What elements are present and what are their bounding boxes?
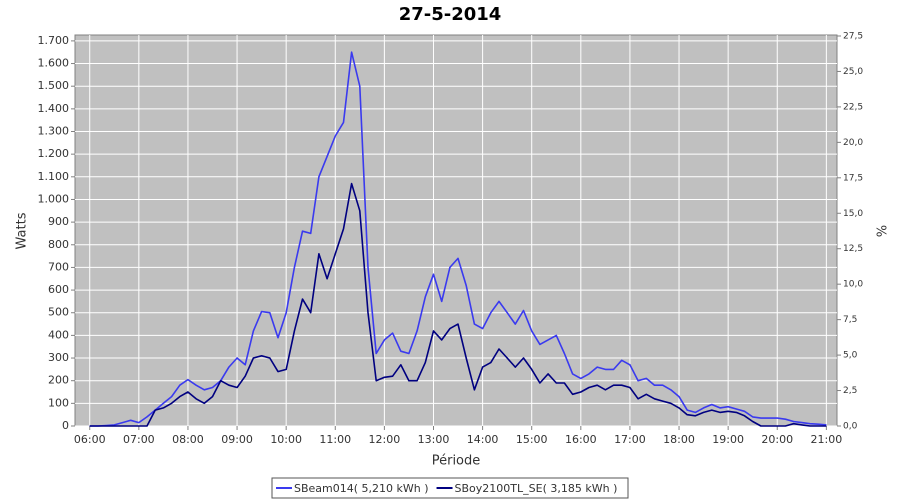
legend-label: SBeam014( 5,210 kWh ): [294, 482, 429, 495]
x-tick-label: 19:00: [712, 433, 744, 446]
y2-tick-label: 15,0: [843, 209, 863, 219]
y2-tick-label: 5,0: [843, 351, 858, 361]
series-line: [89, 182, 827, 427]
x-tick-label: 13:00: [418, 433, 450, 446]
y2-tick-label: 27,5: [843, 31, 863, 41]
y-tick-label: 500: [48, 306, 69, 319]
x-tick-label: 14:00: [467, 433, 499, 446]
y-tick-label: 300: [48, 351, 69, 364]
y-tick-label: 1.300: [38, 125, 70, 138]
y-tick-label: 800: [48, 238, 69, 251]
y-tick-label: 900: [48, 215, 69, 228]
chart-title: 27-5-2014: [399, 4, 502, 25]
y-tick-label: 0: [62, 419, 69, 432]
y2-tick-label: 10,0: [843, 280, 863, 290]
y-tick-label: 1.200: [38, 147, 70, 160]
x-tick-label: 07:00: [123, 433, 155, 446]
y-axis-title: Watts: [15, 212, 30, 249]
y-tick-label: 400: [48, 328, 69, 341]
y2-tick-label: 17,5: [843, 173, 863, 183]
x-tick-label: 09:00: [221, 433, 253, 446]
x-tick-label: 21:00: [811, 433, 843, 446]
y2-tick-label: 0,0: [843, 422, 858, 432]
x-tick-label: 10:00: [270, 433, 302, 446]
y2-tick-label: 2,5: [843, 386, 857, 396]
x-tick-label: 15:00: [516, 433, 548, 446]
x-tick-label: 20:00: [761, 433, 793, 446]
y2-tick-label: 12,5: [843, 244, 863, 254]
x-tick-label: 06:00: [74, 433, 106, 446]
y-tick-label: 1.700: [38, 34, 70, 47]
y-tick-label: 1.600: [38, 57, 70, 70]
series-line: [89, 51, 827, 427]
x-tick-label: 18:00: [663, 433, 695, 446]
x-tick-label: 16:00: [565, 433, 597, 446]
x-tick-label: 11:00: [319, 433, 351, 446]
y-tick-label: 1.100: [38, 170, 70, 183]
y-tick-label: 1.400: [38, 102, 70, 115]
y2-tick-label: 20,0: [843, 138, 863, 148]
x-tick-label: 12:00: [369, 433, 401, 446]
y-tick-label: 600: [48, 283, 69, 296]
y2-tick-label: 7,5: [843, 315, 857, 325]
x-tick-label: 17:00: [614, 433, 646, 446]
x-tick-label: 08:00: [172, 433, 204, 446]
y2-tick-label: 25,0: [843, 67, 863, 77]
y2-tick-label: 22,5: [843, 102, 863, 112]
legend-label: SBoy2100TL_SE( 3,185 kWh ): [455, 482, 618, 495]
y-tick-label: 700: [48, 260, 69, 273]
y-tick-label: 100: [48, 396, 69, 409]
x-axis-title: Période: [432, 454, 481, 469]
plot-area: [74, 34, 838, 427]
y-tick-label: 200: [48, 374, 69, 387]
y-tick-label: 1.500: [38, 79, 70, 92]
y2-axis-title: %: [873, 225, 888, 237]
y-tick-label: 1.000: [38, 192, 70, 205]
